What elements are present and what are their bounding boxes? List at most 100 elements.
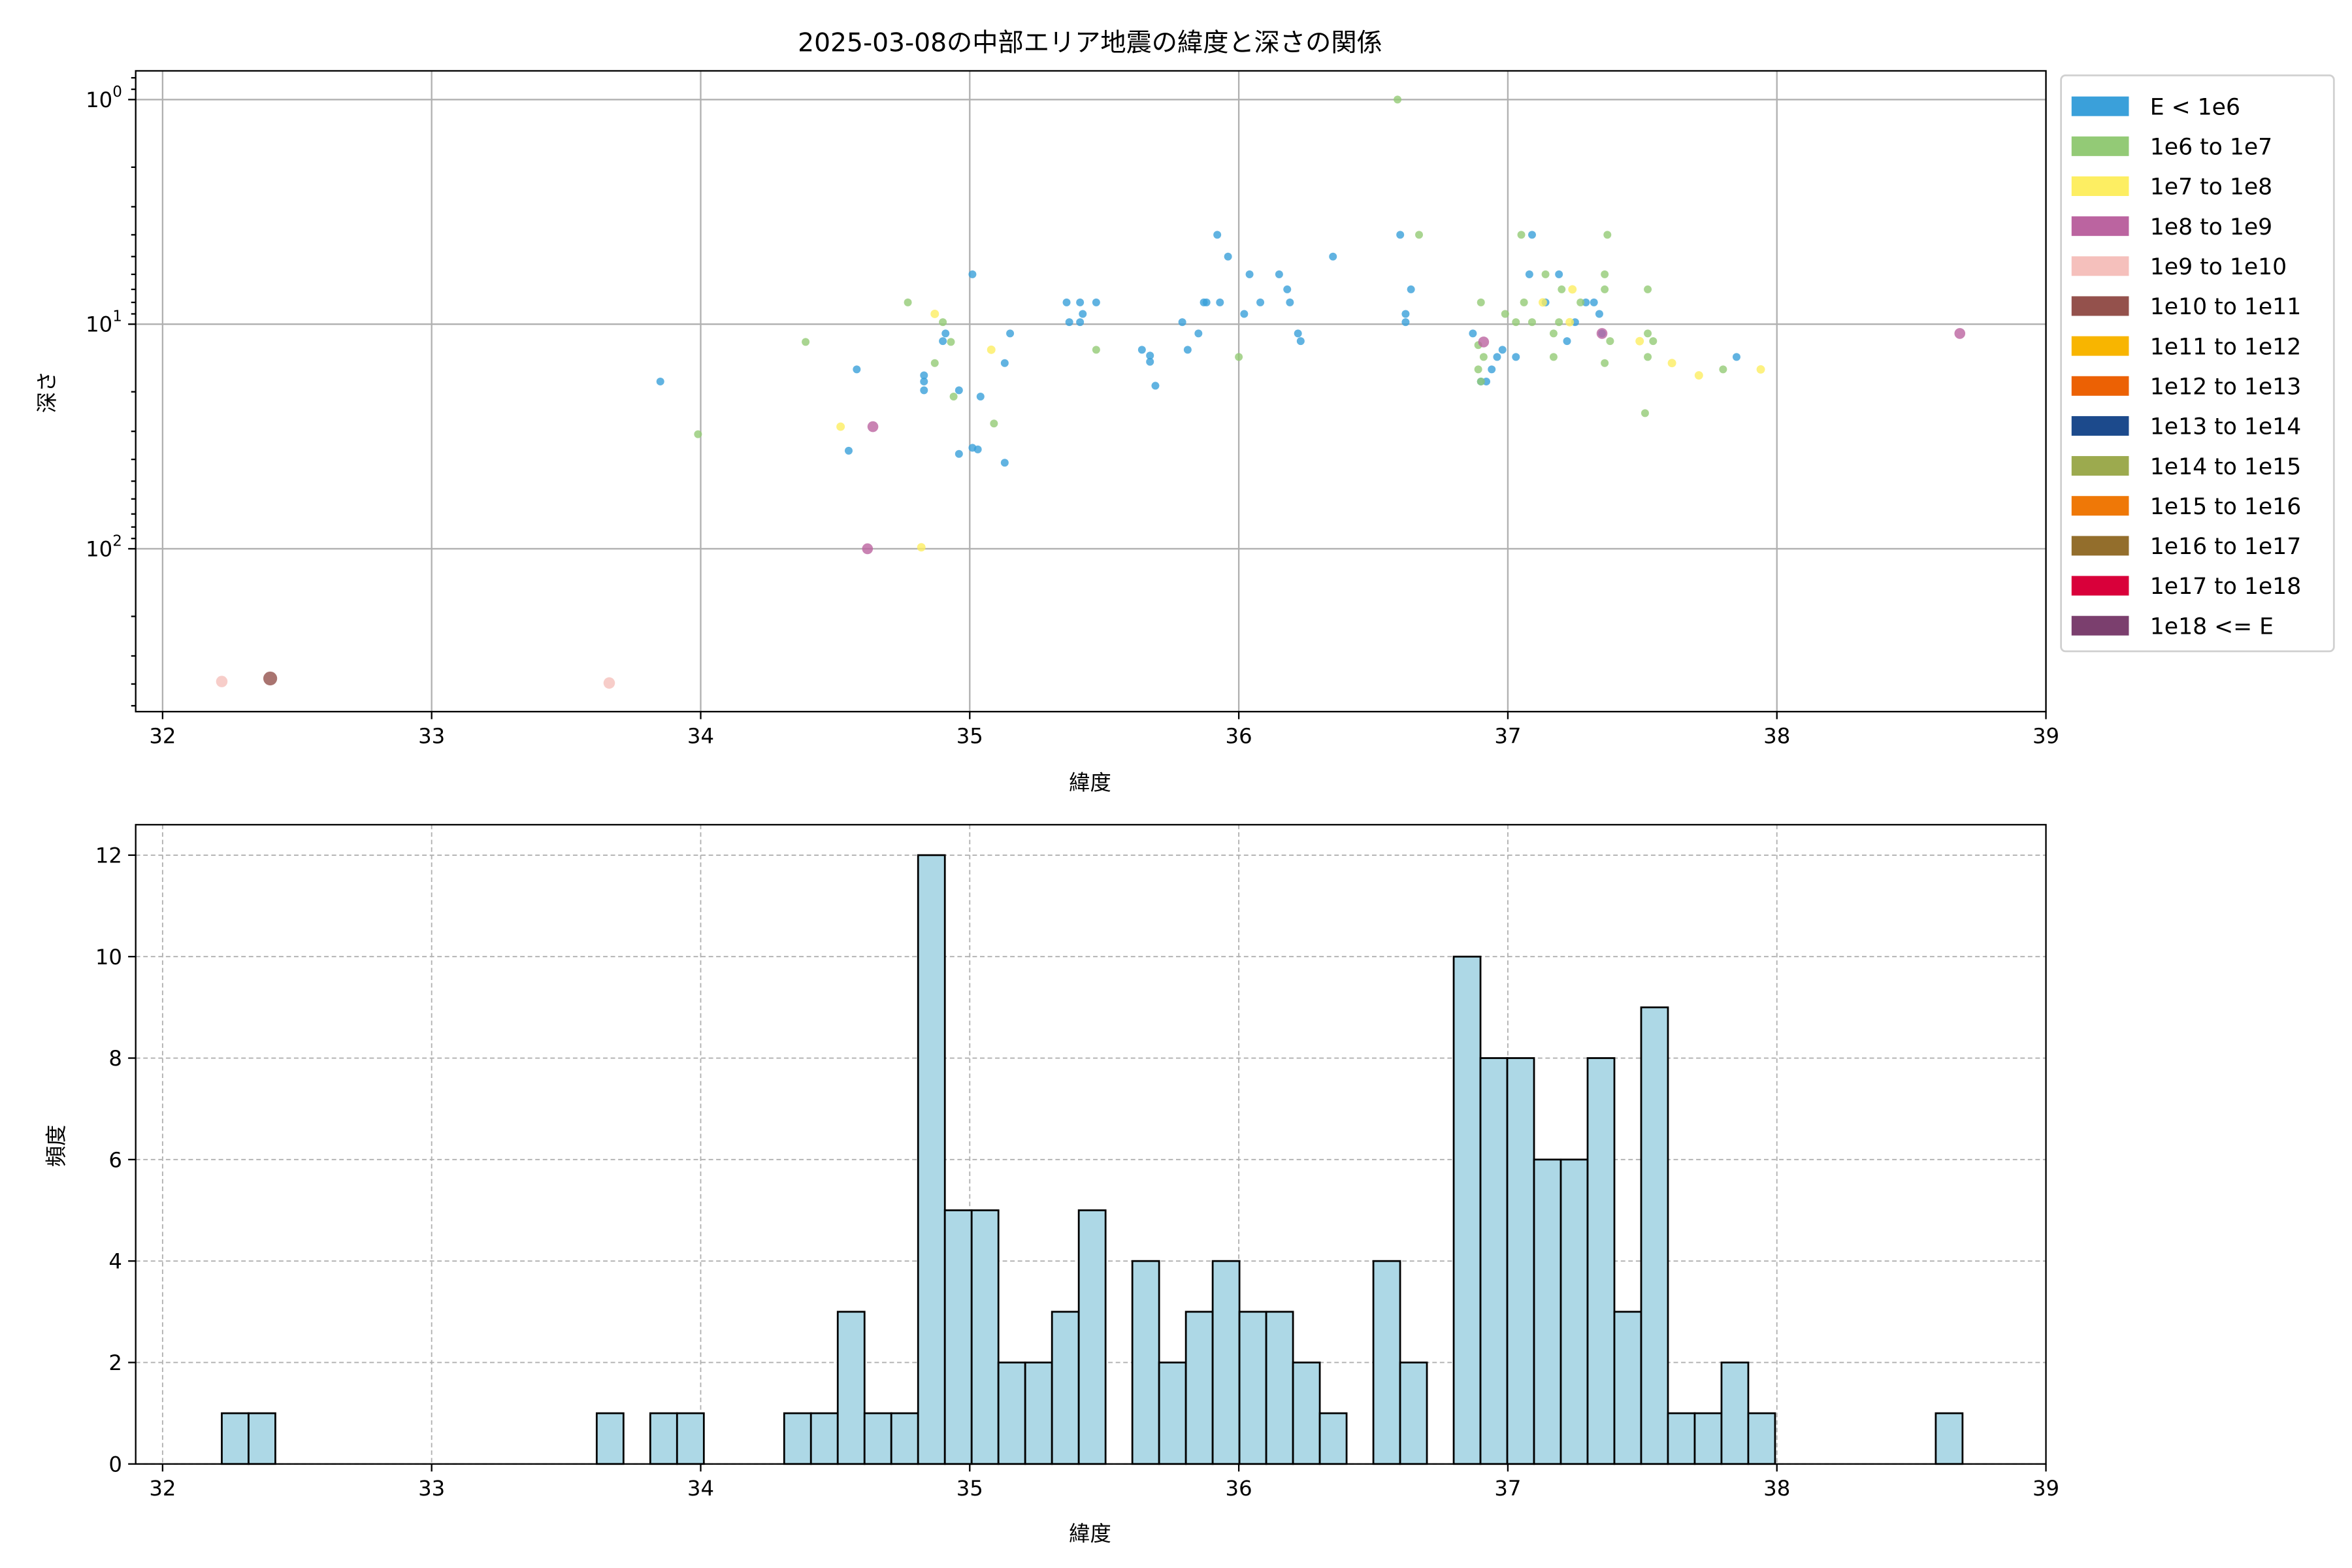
histogram-bar — [1265, 1311, 1294, 1465]
scatter-point — [1498, 346, 1507, 354]
legend-label: 1e10 to 1e11 — [2150, 294, 2301, 320]
plot-frame — [135, 824, 2047, 1465]
scatter-point — [941, 329, 950, 338]
scatter-point — [1595, 310, 1603, 318]
x-tick-label: 34 — [687, 1476, 714, 1501]
scatter-point — [930, 309, 939, 318]
scatter-point — [1065, 318, 1073, 327]
scatter-point — [1488, 365, 1496, 374]
legend-label: 1e14 to 1e15 — [2150, 454, 2301, 480]
legend-label: E < 1e6 — [2150, 94, 2240, 120]
scatter-point — [1549, 329, 1558, 338]
scatter-point — [1479, 353, 1488, 361]
scatter-point — [1256, 298, 1265, 306]
y-tick-label: 6 — [108, 1147, 122, 1172]
scatter-point — [1396, 231, 1405, 239]
scatter-point — [947, 338, 955, 346]
histogram-bar — [1613, 1311, 1642, 1465]
scatter-title: 2025-03-08の中部エリア地震の緯度と深さの関係 — [798, 28, 1382, 57]
scatter-point — [904, 298, 912, 306]
histogram-bar — [970, 1209, 1000, 1465]
scatter-point — [976, 392, 985, 400]
scatter-point — [1603, 231, 1612, 239]
scatter-point — [1137, 346, 1146, 354]
legend-label: 1e11 to 1e12 — [2150, 334, 2301, 360]
scatter-plot: 32 33 34 35 36 37 38 39 100 101 102 — [86, 70, 2059, 749]
scatter-point — [1478, 336, 1490, 348]
histogram-bar — [1238, 1311, 1267, 1465]
legend-swatch — [2071, 176, 2129, 196]
scatter-point — [1146, 357, 1154, 366]
x-tick-label: 39 — [2033, 724, 2059, 749]
scatter-point — [1568, 285, 1577, 294]
scatter-point — [1092, 346, 1100, 354]
legend-swatch — [2071, 256, 2129, 276]
scatter-point — [1493, 353, 1501, 361]
legend-label: 1e9 to 1e10 — [2150, 254, 2287, 280]
scatter-point — [1092, 298, 1100, 306]
scatter-point — [694, 430, 702, 438]
histogram-bar — [1506, 1057, 1535, 1465]
histogram-bar — [997, 1362, 1026, 1465]
legend-label: 1e18 <= E — [2150, 613, 2274, 640]
histogram-bar — [595, 1412, 625, 1465]
scatter-xlabel: 緯度 — [1069, 770, 1111, 795]
histogram-bar — [1935, 1412, 1964, 1465]
legend-label: 1e7 to 1e8 — [2150, 174, 2272, 201]
scatter-point — [1194, 329, 1203, 338]
x-tick-label: 36 — [1226, 1476, 1252, 1501]
x-tick-label: 38 — [1763, 724, 1790, 749]
y-tick-label: 8 — [108, 1046, 122, 1071]
scatter-point — [1000, 459, 1009, 467]
scatter-point — [1501, 310, 1509, 318]
histogram-bar — [1399, 1362, 1428, 1465]
legend-swatch — [2071, 136, 2129, 156]
y-tick-label: 0 — [108, 1452, 122, 1477]
y-tick-label: 12 — [95, 843, 122, 868]
scatter-point — [1756, 365, 1765, 374]
scatter-point — [990, 419, 998, 428]
scatter-point — [1329, 252, 1337, 261]
scatter-point — [939, 337, 947, 346]
x-tick-label: 39 — [2033, 1476, 2059, 1501]
scatter-point — [1275, 270, 1283, 278]
histogram-bar — [943, 1209, 973, 1465]
x-tick-label: 32 — [149, 724, 176, 749]
scatter-point — [1213, 231, 1222, 239]
legend-swatch — [2071, 536, 2129, 556]
scatter-point — [1517, 231, 1526, 239]
plot-frame — [135, 70, 2047, 713]
scatter-point — [1286, 298, 1294, 306]
scatter-point — [1482, 377, 1490, 385]
scatter-point — [1565, 318, 1575, 327]
histogram-bar — [1372, 1260, 1401, 1465]
scatter-point — [1576, 298, 1585, 306]
scatter-point — [263, 671, 278, 686]
scatter-point — [1563, 337, 1571, 346]
scatter-point — [1151, 382, 1160, 390]
scatter-point — [968, 270, 977, 278]
scatter-point — [1590, 298, 1598, 306]
legend-label: 1e6 to 1e7 — [2150, 135, 2272, 161]
scatter-point — [1477, 298, 1485, 306]
scatter-point — [1294, 329, 1302, 338]
histogram-bar — [783, 1412, 812, 1465]
scatter-point — [1000, 359, 1009, 367]
scatter-point — [1394, 95, 1402, 104]
scatter-point — [862, 543, 874, 555]
legend-swatch — [2071, 296, 2129, 316]
scatter-point — [1525, 270, 1533, 278]
legend-swatch — [2071, 576, 2129, 596]
scatter-ylabel: 深さ — [35, 371, 59, 414]
scatter-point — [1178, 318, 1186, 327]
scatter-point — [1641, 409, 1649, 417]
scatter-point — [1512, 353, 1520, 361]
scatter-point — [1512, 318, 1520, 327]
legend-swatch — [2071, 456, 2129, 476]
histogram-bar — [890, 1412, 919, 1465]
histogram-bar — [917, 854, 946, 1465]
histogram-bar — [1131, 1260, 1160, 1465]
scatter-point — [1146, 351, 1154, 360]
histogram-bar — [863, 1412, 892, 1465]
